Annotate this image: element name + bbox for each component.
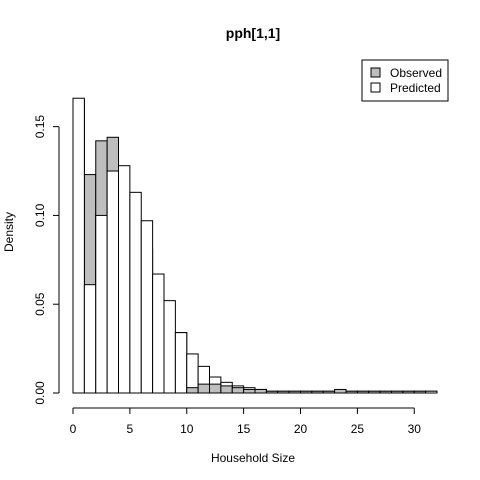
legend-label-predicted: Predicted: [390, 81, 441, 95]
x-tick-label: 30: [408, 422, 422, 436]
histogram-bar-predicted: [425, 390, 438, 394]
histogram-bar-observed: [368, 390, 381, 394]
bars-group: [72, 97, 438, 394]
histogram-bar-observed: [391, 390, 404, 394]
histogram-bar-observed: [334, 388, 347, 394]
histogram-bar-observed: [197, 383, 210, 394]
histogram-bar-predicted: [152, 273, 165, 394]
histogram-bar-predicted: [118, 165, 131, 394]
x-tick-label: 10: [180, 422, 194, 436]
legend: Observed Predicted: [361, 59, 449, 102]
legend-swatch-predicted: [370, 82, 381, 93]
legend-box: [361, 59, 449, 102]
y-tick-label: 0.10: [33, 203, 47, 227]
x-tick-label: 20: [294, 422, 308, 436]
y-tick-label: 0.00: [33, 381, 47, 405]
histogram-bar-observed: [186, 387, 199, 394]
chart-title: pph[1,1]: [226, 25, 280, 41]
x-tick-label: 15: [237, 422, 251, 436]
histogram-bar-observed: [345, 390, 358, 394]
histogram-bar-observed: [402, 390, 415, 394]
y-tick-label: 0.15: [33, 115, 47, 139]
x-tick-label: 0: [70, 422, 77, 436]
histogram-bar-predicted: [140, 220, 154, 394]
histogram-bar-predicted: [95, 214, 108, 394]
histogram-bar-observed: [265, 390, 279, 394]
histogram-bar-observed: [413, 390, 427, 394]
legend-swatch-observed: [370, 67, 381, 78]
histogram-bar-predicted: [163, 300, 176, 394]
x-tick-label: 5: [127, 422, 134, 436]
histogram-bar-predicted: [83, 284, 97, 394]
histogram-bar-predicted: [106, 170, 119, 394]
histogram-bar-predicted: [186, 353, 199, 394]
histogram-bar-predicted: [174, 332, 188, 394]
histogram-bar-observed: [231, 387, 245, 394]
legend-label-observed: Observed: [390, 66, 442, 80]
histogram-bar-observed: [356, 390, 370, 394]
y-axis-label: Density: [2, 212, 16, 252]
y-axis: 0.00 0.05 0.10 0.15: [33, 115, 60, 405]
histogram-bar-predicted: [72, 97, 85, 394]
x-axis-label: Household Size: [211, 451, 295, 465]
histogram-bar-observed: [379, 390, 392, 394]
x-axis: 0 5 10 15 20 25 30: [70, 407, 422, 436]
histogram-bar-observed: [322, 390, 336, 394]
histogram-bar-observed: [288, 390, 301, 394]
histogram-bar-observed: [209, 383, 222, 394]
histogram-bar-predicted: [129, 191, 142, 394]
histogram-bar-observed: [254, 388, 267, 394]
x-tick-label: 25: [351, 422, 365, 436]
histogram-bar-observed: [243, 388, 256, 394]
histogram-bar-observed: [277, 390, 290, 394]
histogram-bar-observed: [311, 390, 324, 394]
y-tick-label: 0.05: [33, 292, 47, 316]
histogram-bar-observed: [300, 390, 313, 394]
histogram-bar-observed: [220, 385, 233, 394]
